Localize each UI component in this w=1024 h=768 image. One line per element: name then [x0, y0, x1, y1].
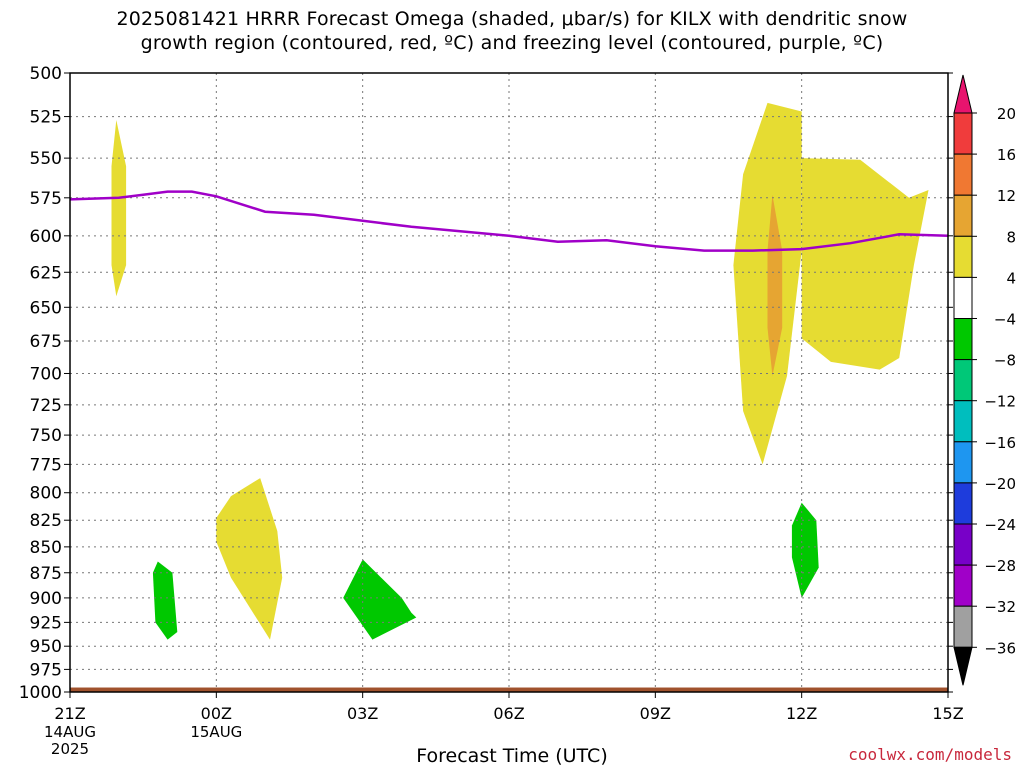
omega-region-4	[801, 158, 929, 370]
credit-text: coolwx.com/models	[848, 745, 1012, 764]
chart-title-line-2: growth region (contoured, red, ºC) and f…	[140, 32, 884, 54]
colorbar-segment	[953, 153, 973, 196]
y-tick-label: 625	[30, 263, 62, 283]
colorbar-label: 20	[997, 105, 1016, 123]
y-tick-label: 1000	[19, 683, 62, 703]
omega-region-6	[152, 561, 178, 640]
colorbar-label: −4	[994, 311, 1016, 329]
omega-region-5	[767, 194, 783, 376]
x-tick-label: 00Z	[201, 704, 232, 723]
x-axis-label: Forecast Time (UTC)	[416, 745, 608, 767]
colorbar-label: 12	[997, 187, 1016, 205]
y-tick-label: 975	[30, 660, 62, 680]
y-tick-label: 550	[30, 149, 62, 169]
y-tick-label: 875	[30, 564, 62, 584]
y-tick-label: 600	[30, 227, 62, 247]
x-tick-year: 2025	[51, 740, 89, 758]
x-tick-label: 03Z	[347, 704, 378, 723]
colorbar-label: 4	[1006, 269, 1016, 287]
x-tick-label: 21Z	[54, 704, 85, 723]
colorbar-segment	[953, 564, 973, 607]
colorbar-segment	[953, 194, 973, 237]
y-tick-label: 775	[30, 455, 62, 475]
surface-band	[70, 687, 948, 692]
colorbar-label: −12	[984, 393, 1016, 411]
colorbar-label: −20	[984, 475, 1016, 493]
colorbar-segment	[953, 112, 973, 155]
colorbar-segment	[953, 605, 973, 648]
y-tick-label: 525	[30, 108, 62, 128]
y-tick-label: 900	[30, 589, 62, 609]
colorbar-segment	[953, 400, 973, 443]
x-tick-label: 09Z	[640, 704, 671, 723]
x-tick-label: 15Z	[932, 704, 963, 723]
y-tick-label: 675	[30, 332, 62, 352]
colorbar-label: 16	[997, 146, 1016, 164]
colorbar-segment	[953, 482, 973, 525]
y-tick-label: 725	[30, 396, 62, 416]
colorbar-segment	[953, 318, 973, 361]
colorbar-segment	[953, 441, 973, 484]
x-tick-date: 15AUG	[190, 723, 242, 741]
colorbar-segment	[953, 276, 973, 319]
omega-region-2	[216, 478, 283, 640]
omega-region-8	[791, 502, 819, 598]
colorbar-label: −24	[984, 516, 1016, 534]
y-tick-label: 575	[30, 189, 62, 209]
omega-region-7	[343, 559, 417, 640]
chart-title-line-1: 2025081421 HRRR Forecast Omega (shaded, …	[116, 8, 908, 30]
y-tick-label: 800	[30, 484, 62, 504]
colorbar-segment	[953, 359, 973, 402]
colorbar-bottom-arrow	[953, 646, 973, 686]
y-tick-label: 500	[30, 64, 62, 84]
colorbar-label: −16	[984, 434, 1016, 452]
x-tick-label: 12Z	[786, 704, 817, 723]
colorbar-segment	[953, 523, 973, 566]
colorbar-label: −8	[994, 352, 1016, 370]
y-tick-label: 700	[30, 364, 62, 384]
colorbar-label: −36	[984, 639, 1016, 657]
colorbar-top-arrow	[953, 74, 973, 114]
freezing-level-line	[69, 190, 949, 252]
y-tick-label: 650	[30, 298, 62, 318]
y-tick-label: 925	[30, 613, 62, 633]
x-tick-label: 06Z	[493, 704, 524, 723]
colorbar-label: −28	[984, 557, 1016, 575]
y-tick-label: 825	[30, 511, 62, 531]
colorbar-label: −32	[984, 598, 1016, 616]
x-tick-date: 14AUG	[44, 723, 96, 741]
y-tick-label: 750	[30, 426, 62, 446]
omega-region-1	[111, 120, 127, 297]
colorbar-label: 8	[1006, 228, 1016, 246]
colorbar-segment	[953, 235, 973, 278]
y-tick-label: 850	[30, 538, 62, 558]
y-tick-label: 950	[30, 637, 62, 657]
